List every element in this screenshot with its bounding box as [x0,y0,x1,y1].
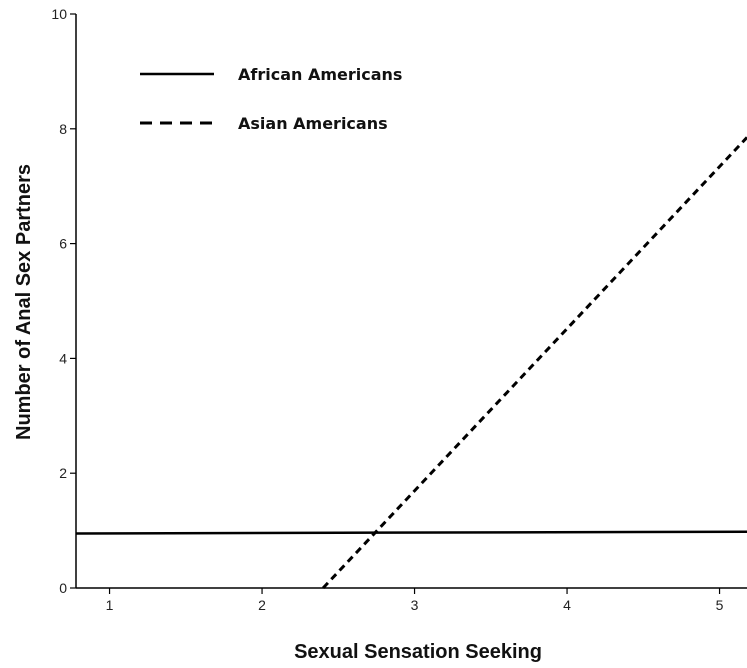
x-tick-label: 1 [106,597,114,613]
series-layer [75,136,747,590]
x-axis: 1 2 3 4 5 [106,588,724,613]
x-tick-label: 5 [716,597,724,613]
x-axis-title: Sexual Sensation Seeking [294,641,542,663]
y-tick-label: 10 [51,6,67,22]
series-line-african-americans [75,530,747,535]
y-tick-label: 4 [59,350,67,366]
y-tick-label: 0 [59,580,67,596]
legend: African Americans Asian Americans [140,65,402,133]
x-tick-label: 3 [411,597,419,613]
y-axis: 0 2 4 6 8 10 [51,6,76,596]
y-tick-label: 2 [59,465,67,481]
plot-area [75,14,747,589]
y-axis-title: Number of Anal Sex Partners [13,164,35,440]
series-line-asian-americans [322,136,747,590]
y-tick-label: 6 [59,236,67,252]
legend-label-asian-americans: Asian Americans [238,114,388,133]
legend-label-african-americans: African Americans [238,65,402,84]
y-tick-label: 8 [59,121,67,137]
x-tick-label: 2 [258,597,266,613]
x-tick-label: 4 [563,597,571,613]
